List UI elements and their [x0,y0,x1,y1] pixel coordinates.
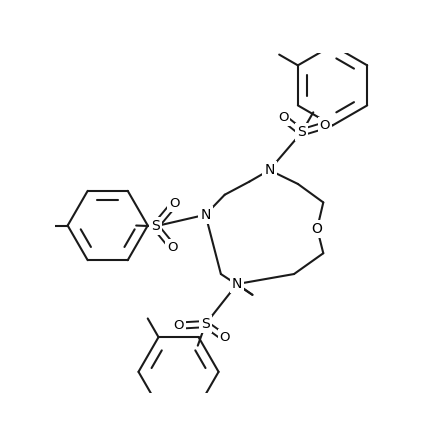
Text: O: O [319,119,330,132]
Text: N: N [201,208,210,222]
Text: S: S [151,219,160,233]
Text: O: O [220,332,230,344]
Text: O: O [173,319,184,332]
Text: N: N [232,277,242,291]
Text: O: O [167,240,178,254]
Text: S: S [297,126,306,139]
Text: N: N [264,163,275,177]
Text: O: O [312,221,322,236]
Text: O: O [278,111,289,124]
Text: S: S [201,317,210,331]
Text: O: O [169,197,180,210]
